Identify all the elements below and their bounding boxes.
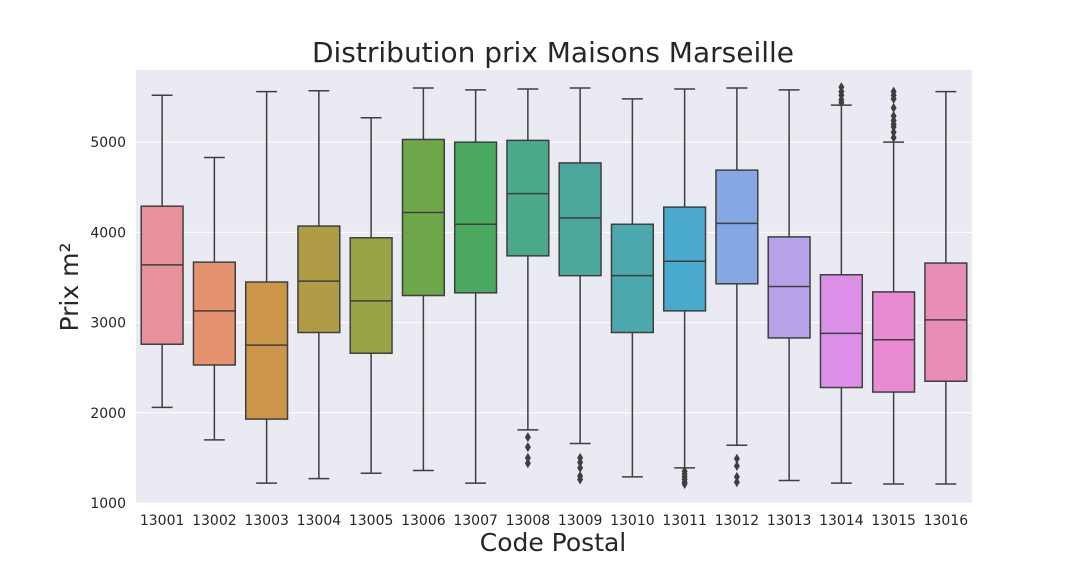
box-iqr [140, 205, 184, 345]
box-iqr [871, 291, 916, 393]
x-tick-label: 13005 [349, 513, 394, 529]
outlier-point [890, 127, 897, 138]
y-tick-label: 4000 [90, 225, 126, 241]
x-axis-ticks: 13001 13002 13003 13004 13005 13006 13007 13008… [140, 513, 968, 529]
outlier-point [890, 86, 897, 97]
x-tick-label: 13016 [924, 513, 969, 529]
box-series [140, 82, 968, 490]
y-axis-ticks: 1000 2000 3000 4000 5000 [90, 135, 126, 512]
box-13009 [558, 87, 602, 485]
outlier-point [733, 461, 740, 472]
box-13012 [715, 87, 759, 488]
y-axis-label: Prix m² [55, 243, 84, 332]
outlier-point [577, 462, 584, 473]
box-iqr [662, 206, 707, 312]
box-13013 [767, 89, 811, 482]
outlier-point [524, 442, 531, 453]
box-13006 [401, 87, 446, 472]
outlier-point [577, 474, 584, 485]
y-tick-label: 3000 [90, 316, 126, 332]
x-tick-label: 13015 [871, 513, 916, 529]
box-iqr [244, 281, 289, 420]
box-iqr [819, 274, 864, 389]
box-iqr [767, 236, 811, 339]
outlier-point [838, 82, 845, 93]
x-axis-label: Code Postal [480, 528, 627, 557]
box-13007 [453, 89, 498, 484]
box-13004 [297, 89, 341, 480]
outlier-point [681, 479, 688, 490]
box-iqr [349, 237, 393, 355]
box-iqr [715, 169, 759, 285]
box-13003 [244, 90, 289, 484]
outlier-point [890, 102, 897, 113]
outlier-point [524, 432, 531, 443]
box-13008 [506, 88, 550, 469]
x-tick-label: 13004 [297, 513, 342, 529]
outlier-point [577, 457, 584, 468]
x-tick-label: 13008 [506, 513, 551, 529]
x-tick-label: 13014 [819, 513, 864, 529]
x-tick-label: 13002 [192, 513, 237, 529]
x-tick-label: 13012 [715, 513, 760, 529]
box-iqr [297, 225, 341, 334]
box-13002 [192, 156, 237, 441]
outlier-point [524, 452, 531, 463]
y-tick-label: 5000 [90, 135, 126, 151]
box-iqr [192, 261, 237, 366]
box-13011 [662, 88, 707, 490]
box-13014 [819, 82, 864, 484]
box-iqr [453, 141, 498, 294]
box-13001 [140, 94, 184, 409]
box-13015 [871, 86, 916, 485]
outlier-point [890, 132, 897, 143]
x-tick-label: 13007 [453, 513, 498, 529]
box-13016 [924, 90, 968, 485]
box-iqr [506, 139, 550, 257]
outlier-point [733, 471, 740, 482]
outlier-point [733, 453, 740, 464]
box-iqr [401, 138, 446, 297]
box-13005 [349, 117, 393, 474]
box-iqr [924, 262, 968, 382]
box-iqr [558, 162, 602, 277]
x-tick-label: 13013 [767, 513, 812, 529]
outlier-point [524, 458, 531, 469]
y-tick-label: 2000 [90, 406, 126, 422]
x-tick-label: 13011 [662, 513, 707, 529]
x-tick-label: 13003 [244, 513, 289, 529]
chart-title: Distribution prix Maisons Marseille [312, 36, 794, 69]
x-tick-label: 13010 [610, 513, 655, 529]
box-13010 [610, 98, 655, 478]
x-tick-label: 13001 [140, 513, 185, 529]
x-tick-label: 13006 [401, 513, 446, 529]
y-tick-label: 1000 [90, 496, 126, 512]
outlier-point [890, 111, 897, 122]
box-iqr [610, 223, 655, 334]
x-tick-label: 13009 [558, 513, 603, 529]
outlier-point [733, 477, 740, 488]
